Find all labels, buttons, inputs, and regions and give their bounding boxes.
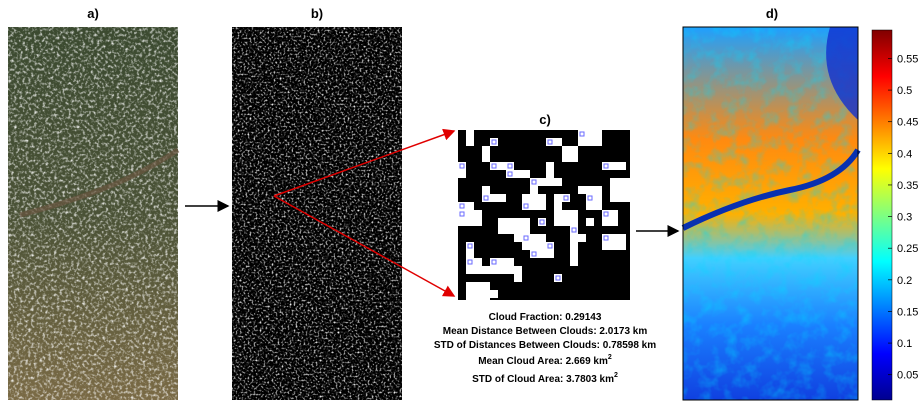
cloud-block: [554, 194, 562, 210]
tick-label: 0.55: [897, 53, 918, 65]
cloud-block: [546, 162, 554, 178]
cloud-block: [538, 178, 562, 186]
cloud-block: [602, 162, 626, 170]
stat-text: STD of Cloud Area: 3.7803 km: [472, 374, 614, 385]
panel-label: d): [766, 6, 778, 21]
stat-text: Mean Cloud Area: 2.669 km: [478, 356, 608, 367]
cloud-block: [554, 210, 578, 226]
tick-label: 0.05: [897, 370, 918, 382]
satellite-image: [8, 27, 178, 400]
cloud-block: [570, 242, 578, 250]
cloud-block: [514, 226, 522, 242]
cloud-block: [618, 178, 634, 186]
stat-line: Cloud Fraction: 0.29143: [489, 312, 602, 323]
tick-label: 0.1: [897, 338, 912, 350]
page: a) b) c) d) Cloud Fraction: 0.29143 Mean …: [0, 0, 919, 402]
cloud-block: [466, 290, 490, 306]
stat-text: Cloud Fraction: 0.29143: [489, 312, 602, 323]
figure: a) b) c) d) Cloud Fraction: 0.29143 Mean …: [0, 0, 919, 402]
panel-label: b): [311, 6, 323, 21]
cloud-fraction-map: [683, 27, 858, 400]
cloud-block: [610, 186, 626, 194]
tick-label: 0.25: [897, 243, 918, 255]
cloud-block: [482, 146, 490, 162]
cloud-block: [570, 250, 578, 266]
stat-text: STD of Distances Between Clouds: 0.78598…: [434, 340, 656, 351]
tick-label: 0.5: [897, 85, 912, 97]
cloud-block: [466, 282, 490, 290]
stat-superscript: 2: [614, 372, 618, 379]
colorbar: [872, 30, 892, 400]
cloud-block: [522, 194, 546, 202]
tick-label: 0.3: [897, 212, 912, 224]
cloud-block: [482, 194, 506, 202]
cloud-block: [466, 130, 474, 146]
cloud-block: [490, 138, 498, 146]
cloud-block: [578, 186, 602, 194]
stat-line: Mean Cloud Area: 2.669 km2: [478, 354, 612, 367]
cloud-block: [506, 170, 514, 178]
stat-superscript: 2: [608, 354, 612, 361]
cloud-block: [530, 250, 538, 258]
tick-label: 0.2: [897, 275, 912, 287]
tick-label: 0.15: [897, 306, 918, 318]
tick-label: 0.45: [897, 117, 918, 129]
stat-line: Mean Distance Between Clouds: 2.0173 km: [443, 326, 648, 337]
cloud-block: [562, 146, 578, 162]
stat-text: Mean Distance Between Clouds: 2.0173 km: [443, 326, 648, 337]
cloud-block: [570, 226, 578, 234]
cloud-block: [522, 202, 546, 210]
panel-label: c): [539, 112, 551, 127]
tick-label: 0.4: [897, 148, 912, 160]
cloud-mask-zoom: [458, 130, 634, 306]
cloud-block: [498, 218, 514, 234]
stat-line: STD of Distances Between Clouds: 0.78598…: [434, 340, 656, 351]
stat-line: STD of Cloud Area: 3.7803 km2: [472, 372, 618, 385]
cloud-block: [546, 242, 554, 250]
cloud-mask-image: [232, 27, 402, 400]
cloud-block: [538, 218, 546, 226]
colorbar-ticks: 0.05 0.1 0.15 0.2 0.25 0.3 0.35 0.4 0.45 0.5 0.55: [888, 53, 918, 381]
panel-label: a): [87, 6, 99, 21]
cloud-block: [554, 274, 562, 282]
cloud-block: [570, 234, 586, 242]
cloud-block: [482, 186, 490, 194]
cloud-block: [586, 218, 594, 226]
statistics: Cloud Fraction: 0.29143 Mean Distance Bet…: [434, 312, 656, 385]
tick-label: 0.35: [897, 180, 918, 192]
cloud-block: [514, 266, 522, 282]
cloud-block: [562, 194, 570, 202]
